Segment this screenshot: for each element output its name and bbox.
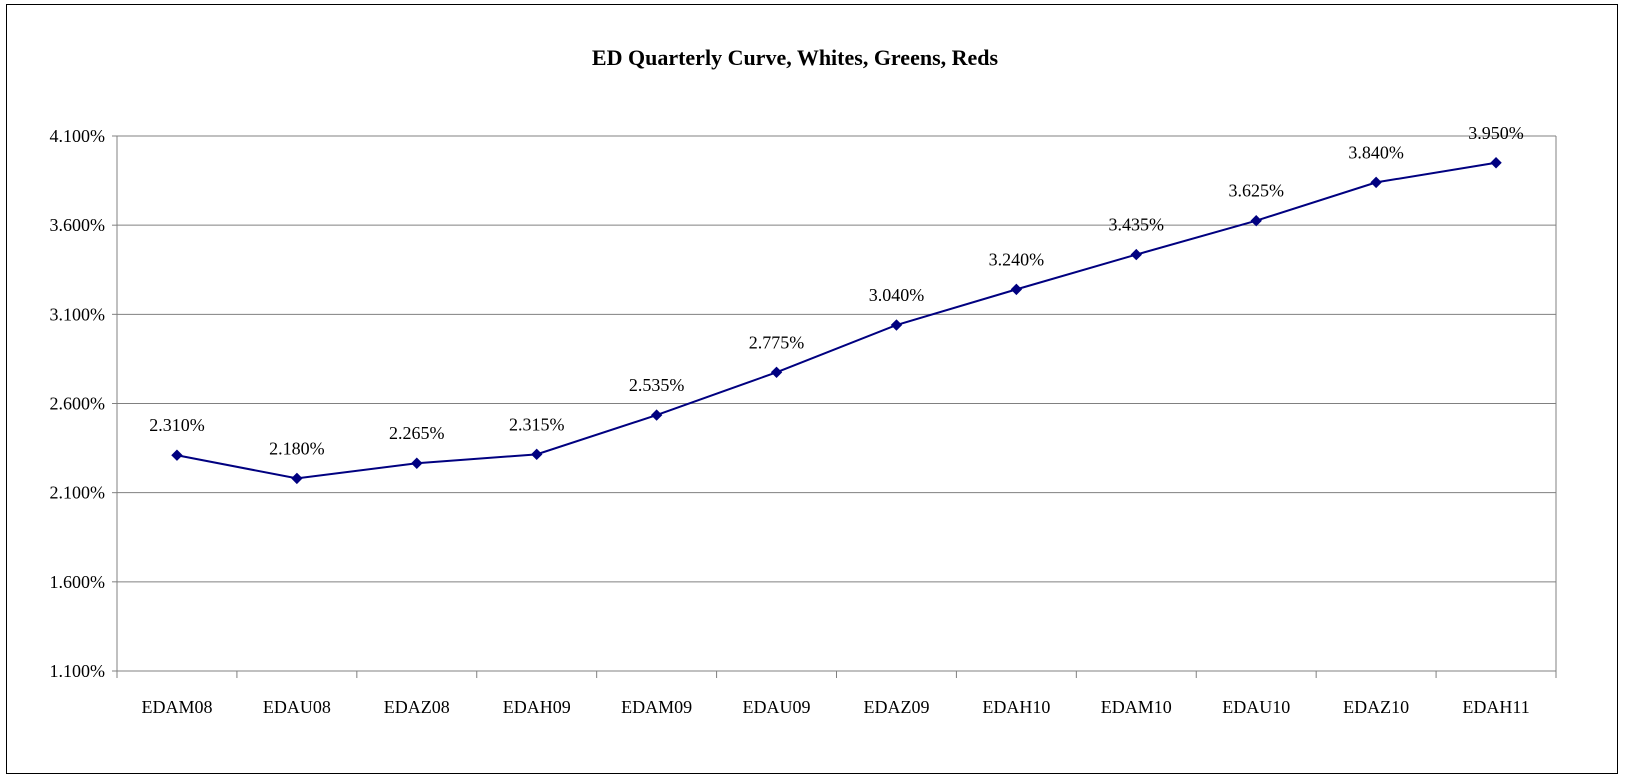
data-point-marker bbox=[1370, 176, 1382, 189]
data-label: 3.840% bbox=[1348, 142, 1404, 162]
y-tick-label: 4.100% bbox=[50, 126, 106, 146]
series bbox=[171, 157, 1502, 485]
y-tick-label: 1.600% bbox=[50, 572, 106, 592]
x-tick-label: EDAM09 bbox=[621, 697, 692, 717]
axes bbox=[112, 135, 1557, 678]
x-tick-label: EDAU08 bbox=[263, 697, 331, 717]
y-tick-label: 3.100% bbox=[50, 304, 106, 324]
x-tick-label: EDAH09 bbox=[503, 697, 571, 717]
data-label: 2.180% bbox=[269, 438, 325, 458]
data-point-marker bbox=[1130, 248, 1142, 261]
data-point-marker bbox=[770, 366, 783, 378]
x-tick-label: EDAM10 bbox=[1101, 697, 1172, 717]
x-tick-label: EDAU09 bbox=[743, 697, 811, 717]
data-label: 2.535% bbox=[629, 375, 685, 395]
series-line bbox=[176, 161, 1497, 480]
data-label: 3.435% bbox=[1109, 215, 1165, 235]
x-tick-label: EDAU10 bbox=[1222, 697, 1290, 717]
data-point-marker bbox=[291, 472, 303, 485]
y-tick-label: 2.600% bbox=[50, 394, 106, 414]
data-point-marker bbox=[531, 448, 543, 461]
data-label: 3.240% bbox=[989, 249, 1045, 269]
chart-title: ED Quarterly Curve, Whites, Greens, Reds bbox=[592, 45, 999, 70]
data-label: 2.265% bbox=[389, 423, 445, 443]
data-label: 3.625% bbox=[1228, 181, 1284, 201]
x-tick-label: EDAM08 bbox=[141, 697, 212, 717]
data-point-marker bbox=[1490, 157, 1502, 169]
data-label: 3.950% bbox=[1468, 123, 1524, 143]
data-point-marker bbox=[171, 449, 183, 461]
x-tick-label: EDAZ10 bbox=[1343, 697, 1409, 717]
data-labels: 2.310% 2.180% 2.265% 2.315% 2.535% 2.775% 3.04… bbox=[149, 123, 1524, 459]
x-tick-label: EDAH10 bbox=[982, 697, 1050, 717]
data-label: 3.040% bbox=[869, 285, 925, 305]
y-tick-label: 1.100% bbox=[50, 661, 106, 681]
data-point-marker bbox=[890, 319, 903, 331]
data-label: 2.315% bbox=[509, 414, 565, 434]
data-point-marker bbox=[1010, 283, 1023, 296]
data-point-marker bbox=[1250, 215, 1262, 227]
data-point-marker bbox=[411, 457, 423, 469]
data-label: 2.775% bbox=[749, 332, 805, 352]
y-tick-label: 2.100% bbox=[50, 483, 106, 503]
x-tick-label: EDAH11 bbox=[1462, 697, 1529, 717]
chart-frame: ED Quarterly Curve, Whites, Greens, Reds… bbox=[6, 4, 1618, 774]
line-chart: ED Quarterly Curve, Whites, Greens, Reds… bbox=[50, 45, 1557, 717]
y-axis-tick-labels: 1.100% 1.600% 2.100% 2.600% 3.100% 3.600% 4.10… bbox=[50, 126, 106, 681]
x-axis-tick-labels: EDAM08 EDAU08 EDAZ08 EDAH09 EDAM09 EDAU09 EDAZ… bbox=[141, 697, 1529, 717]
x-tick-label: EDAZ09 bbox=[863, 697, 929, 717]
gridlines bbox=[117, 135, 1556, 583]
x-tick-label: EDAZ08 bbox=[384, 697, 450, 717]
data-label: 2.310% bbox=[149, 415, 205, 435]
data-point-marker bbox=[650, 409, 663, 421]
y-tick-label: 3.600% bbox=[50, 215, 106, 235]
